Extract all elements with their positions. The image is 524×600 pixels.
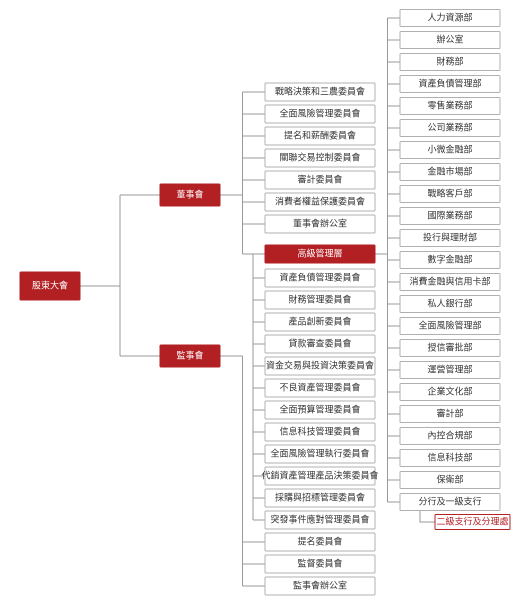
- node-l3-2-1-label: 財務管理委員會: [288, 293, 351, 304]
- node-l4-12-label: 消費金融與信用卡部: [409, 275, 490, 286]
- node-l4-3-label: 資產負債管理部: [418, 77, 481, 88]
- node-l3-1-0-label: 高級管理層: [297, 247, 342, 258]
- node-l4-11-label: 數字金融部: [427, 253, 472, 264]
- node-l4-14-label: 全面風險管理部: [418, 319, 481, 330]
- node-l4-17-label: 企業文化部: [427, 385, 472, 396]
- node-l4-20-label: 信息科技部: [427, 451, 472, 462]
- node-l3-2-4-label: 資金交易與投資決策委員會: [266, 359, 374, 370]
- node-l3-2-6-label: 全面預算管理委員會: [279, 403, 360, 414]
- node-l4-7-label: 金融市場部: [427, 165, 472, 176]
- node-l3-0-5-label: 消費者權益保護委員會: [275, 195, 365, 206]
- node-l3-3-2-label: 監事會辦公室: [293, 579, 347, 590]
- node-l3-0-6-label: 董事會辦公室: [293, 217, 347, 228]
- node-l4-9-label: 國際業務部: [427, 209, 472, 220]
- node-l4-10-label: 投行與理財部: [423, 231, 477, 242]
- node-l3-2-10-label: 採購與招標管理委員會: [275, 491, 365, 502]
- node-l3-2-7-label: 信息科技管理委員會: [279, 425, 360, 436]
- node-l4-16-label: 運營管理部: [427, 363, 472, 374]
- node-l3-0-4-label: 審計委員會: [297, 173, 342, 184]
- node-l4-2-label: 財務部: [436, 55, 463, 66]
- node-l4-4-label: 零售業務部: [427, 99, 472, 110]
- node-l4-18-label: 審計部: [436, 407, 463, 418]
- node-l4-15-label: 授信審批部: [427, 341, 472, 352]
- node-l3-0-0-label: 戰略決策和三農委員會: [275, 85, 365, 96]
- node-l4-0-label: 人力資源部: [427, 11, 472, 22]
- node-l2-1-label: 監事會: [176, 349, 203, 360]
- node-l3-2-2-label: 產品創新委員會: [288, 315, 351, 326]
- node-root-label: 股東大會: [32, 279, 68, 290]
- node-l3-0-3-label: 關聯交易控制委員會: [279, 151, 360, 162]
- node-l3-3-1-label: 監督委員會: [297, 557, 342, 568]
- node-l3-0-1-label: 全面風險管理委員會: [279, 107, 360, 118]
- node-l3-2-5-label: 不良資產管理委員會: [279, 381, 360, 392]
- node-l5-label: 二級支行及分理處: [436, 515, 508, 526]
- node-l4-5-label: 公司業務部: [427, 121, 472, 132]
- node-l3-2-11-label: 突發事件應對管理委員會: [270, 513, 369, 524]
- node-l4-6-label: 小微金融部: [427, 143, 472, 154]
- node-l4-21-label: 保衛部: [436, 473, 463, 484]
- node-l2-0-label: 董事會: [176, 188, 203, 199]
- node-l4-8-label: 戰略客戶部: [427, 187, 472, 198]
- node-l3-0-2-label: 提名和薪酬委員會: [284, 129, 356, 140]
- node-l4-22-label: 分行及一級支行: [418, 495, 481, 506]
- node-l3-2-8-label: 全面風險管理執行委員會: [270, 447, 369, 458]
- node-l3-2-9-label: 代銷資產管理產品決策委員會: [261, 469, 378, 480]
- node-l4-1-label: 辦公室: [436, 33, 463, 44]
- node-l4-19-label: 內控合規部: [427, 429, 472, 440]
- node-l4-13-label: 私人銀行部: [427, 297, 472, 308]
- node-l3-2-3-label: 貸款審查委員會: [288, 337, 351, 348]
- node-l3-3-0-label: 提名委員會: [297, 535, 342, 546]
- node-l3-2-0-label: 資產負債管理委員會: [279, 271, 360, 282]
